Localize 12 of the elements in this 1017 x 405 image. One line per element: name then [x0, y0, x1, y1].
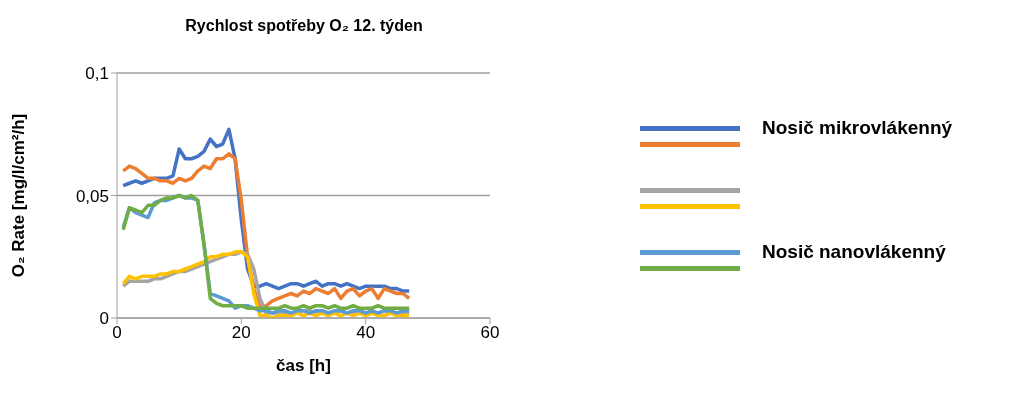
chart-title: Rychlost spotřeby O₂ 12. týden	[184, 17, 424, 35]
y-axis-title: O₂ Rate [mg/l/cm²/h]	[9, 113, 29, 278]
x-tick-label: 20	[231, 323, 251, 343]
x-tick-label: 0	[112, 323, 122, 343]
y-tick-label: 0,05	[75, 186, 109, 206]
text: Nosič nanovlákenný	[762, 241, 946, 262]
y-tick-label: 0,1	[85, 64, 109, 84]
text: Nosič mikrovlákenný	[762, 117, 953, 138]
x-tick-label: 40	[356, 323, 376, 343]
x-tick-label: 60	[480, 323, 500, 343]
x-axis-title: čas [h]	[276, 356, 331, 375]
y-tick-label: 0	[99, 309, 109, 329]
